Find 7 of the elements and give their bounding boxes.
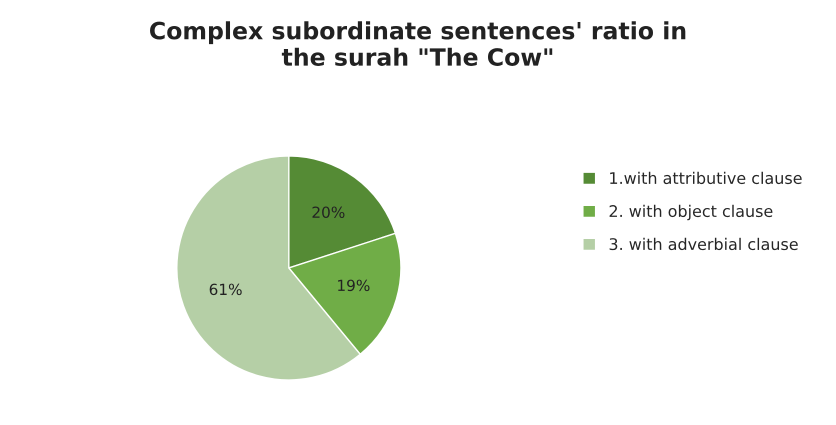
chart-title: Complex subordinate sentences' ratio in the surah "The Cow" [150, 21, 686, 66]
legend-label: 2. with object clause [610, 204, 772, 220]
data-label: 61% [210, 284, 242, 296]
legend-label: 3. with adverbial clause [610, 238, 798, 250]
data-label: 19% [338, 280, 370, 292]
data-label: 20% [312, 206, 344, 218]
legend-label: 1.with attributive clause [610, 172, 802, 184]
